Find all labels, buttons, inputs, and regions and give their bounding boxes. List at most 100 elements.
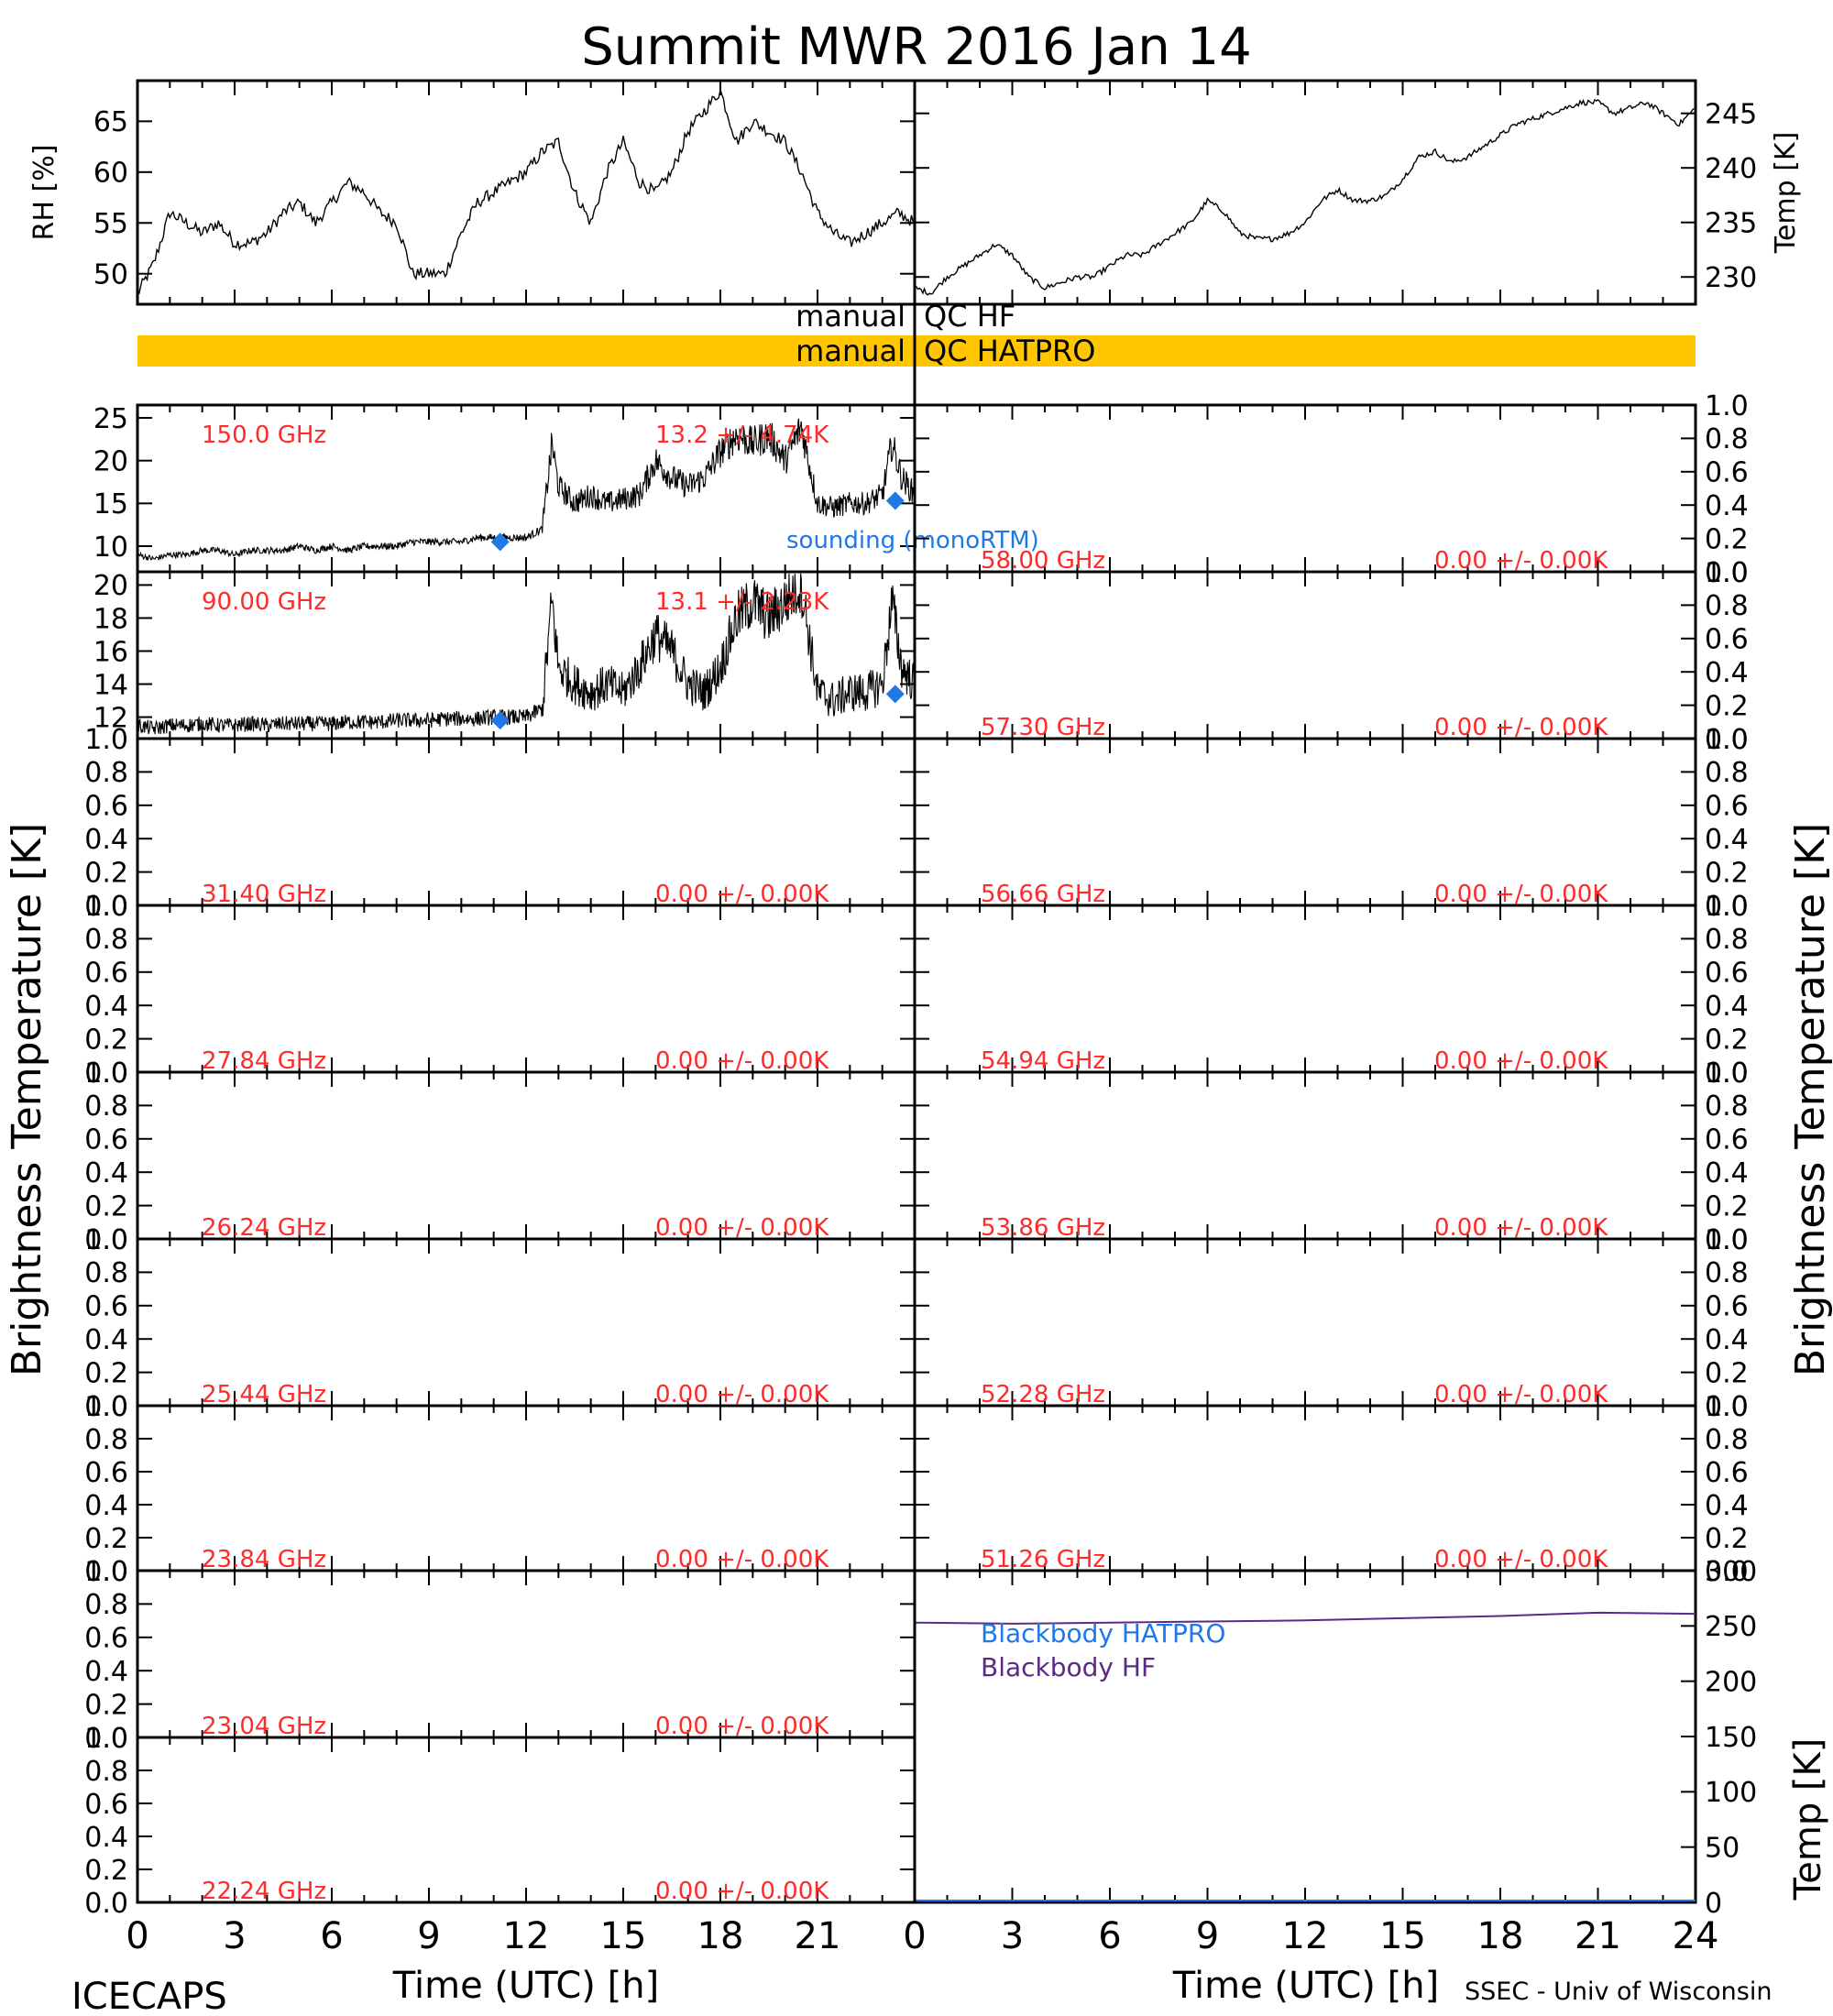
y-tick-label: 16 (93, 636, 128, 668)
rh-series-line (137, 89, 914, 295)
x-tick-label: 3 (1001, 1915, 1024, 1957)
channel-stat-label: 0.00 +/- 0.00K (1434, 881, 1608, 908)
y-tick-label: 20 (93, 445, 128, 477)
y-tick-label: 55 (93, 208, 128, 240)
channel-stat-label: 0.00 +/- 0.00K (655, 1713, 829, 1740)
blackbody-hatpro-legend: Blackbody HATPRO (981, 1618, 1225, 1649)
qc-hatpro-flag-bar (137, 335, 1696, 367)
y-tick-label: 0.0 (84, 1391, 128, 1423)
y-tick-label: 0.8 (1705, 757, 1749, 789)
y-tick-label: 0.2 (84, 1855, 128, 1887)
y-tick-label: 0.4 (84, 1490, 128, 1522)
channel-stat-label: 0.00 +/- 0.00K (655, 1047, 829, 1075)
channel-frequency-label: 27.84 GHz (202, 1047, 326, 1075)
y-tick-label: 20 (93, 570, 128, 602)
y-tick-label: 0.4 (84, 1324, 128, 1356)
y-tick-label: 0.8 (84, 757, 128, 789)
channel-stat-label: 0.00 +/- 0.00K (655, 1381, 829, 1408)
blackbody-hf-line (914, 1611, 1696, 1625)
y-tick-label: 0.4 (1705, 824, 1749, 856)
y-tick-label: 0.0 (1705, 1556, 1749, 1588)
channel-stat-label: 0.00 +/- 0.00K (1434, 1546, 1608, 1573)
channel-frequency-label: 23.04 GHz (202, 1713, 326, 1740)
y-tick-label: 0.8 (84, 1589, 128, 1621)
sounding-marker (490, 711, 510, 730)
channel-frequency-label: 31.40 GHz (202, 881, 326, 908)
y-tick-label: 0.8 (84, 1424, 128, 1456)
y-tick-label: 0.6 (84, 1124, 128, 1156)
channel-series-line (137, 418, 916, 561)
y-tick-label: 0.6 (84, 1789, 128, 1821)
y-tick-label: 200 (1705, 1666, 1757, 1698)
x-tick-label: 6 (320, 1915, 343, 1957)
channel-stat-label: 0.00 +/- 0.00K (1434, 547, 1608, 575)
y-tick-label: 1.0 (1705, 557, 1749, 589)
y-tick-label: 1.0 (84, 1556, 128, 1588)
y-tick-label: 0.0 (84, 1556, 128, 1588)
channel-stat-label: 0.00 +/- 0.00K (1434, 1047, 1608, 1075)
y-tick-label: 0.8 (1705, 1257, 1749, 1289)
rh-plot-frame (136, 79, 916, 306)
y-tick-label: 235 (1705, 208, 1757, 240)
x-tick-label: 18 (1477, 1915, 1524, 1957)
y-tick-label: 0.4 (84, 1822, 128, 1854)
y-tick-label: 0.4 (1705, 1490, 1749, 1522)
qc-hatpro-label-right: QC HATPRO (924, 334, 1095, 368)
y-tick-label: 0.8 (1705, 1424, 1749, 1456)
temp-axis-label: Temp [K] (1770, 132, 1802, 255)
y-tick-label: 0.6 (1705, 958, 1749, 990)
y-tick-label: 0.4 (1705, 1157, 1749, 1189)
y-tick-label: 1.0 (84, 724, 128, 756)
y-tick-label: 1.0 (84, 1391, 128, 1423)
y-tick-label: 0.2 (1705, 1190, 1749, 1222)
y-tick-label: 0.2 (1705, 1523, 1749, 1555)
y-tick-label: 25 (93, 403, 128, 435)
qc-hf-label-right: QC HF (924, 299, 1015, 334)
y-tick-label: 0 (1705, 1888, 1722, 1920)
y-tick-label: 0.6 (1705, 791, 1749, 823)
y-tick-label: 1.0 (84, 1224, 128, 1256)
channel-stat-label: 0.00 +/- 0.00K (1434, 1214, 1608, 1242)
x-tick-label: 12 (503, 1915, 550, 1957)
y-tick-label: 0.0 (1705, 891, 1749, 923)
channel-stat-label: 13.1 +/- 2.23K (655, 588, 829, 616)
y-tick-label: 0.2 (84, 1523, 128, 1555)
y-tick-label: 50 (93, 259, 128, 291)
x-axis-label-right: Time (UTC) [h] (1172, 1965, 1439, 2007)
footer-right-label: SSEC - Univ of Wisconsin (1465, 1978, 1772, 2006)
x-tick-label: 15 (600, 1915, 647, 1957)
y-tick-label: 0.2 (84, 1689, 128, 1721)
channel-frequency-label: 26.24 GHz (202, 1214, 326, 1242)
y-tick-label: 245 (1705, 99, 1757, 131)
qc-hatpro-label-left: manual (796, 334, 906, 368)
footer-left-label: ICECAPS (71, 1976, 227, 2016)
y-tick-label: 0.0 (84, 1723, 128, 1755)
y-tick-label: 65 (93, 106, 128, 138)
y-tick-label: 0.8 (84, 1090, 128, 1123)
y-tick-label: 0.8 (1705, 423, 1749, 455)
y-tick-label: 0.2 (84, 857, 128, 889)
y-tick-label: 0.2 (84, 1357, 128, 1389)
y-tick-label: 0.8 (84, 1257, 128, 1289)
channel-frequency-label: 58.00 GHz (981, 547, 1105, 575)
channel-frequency-label: 51.26 GHz (981, 1546, 1105, 1573)
channel-stat-label: 0.00 +/- 0.00K (655, 1546, 829, 1573)
y-tick-label: 50 (1705, 1832, 1740, 1864)
y-tick-label: 0.0 (1705, 724, 1749, 756)
y-tick-label: 0.6 (1705, 1457, 1749, 1489)
y-tick-label: 230 (1705, 262, 1757, 294)
y-tick-label: 1.0 (84, 1057, 128, 1090)
x-tick-label: 0 (126, 1915, 148, 1957)
y-tick-label: 0.6 (84, 1623, 128, 1655)
channel-frequency-label: 25.44 GHz (202, 1381, 326, 1408)
y-tick-label: 0.8 (1705, 1090, 1749, 1123)
y-tick-label: 1.0 (1705, 390, 1749, 422)
y-tick-label: 10 (93, 531, 128, 564)
y-tick-label: 250 (1705, 1611, 1757, 1643)
channel-frequency-label: 57.30 GHz (981, 714, 1105, 741)
y-tick-label: 0.6 (1705, 457, 1749, 489)
y-tick-label: 0.0 (1705, 1224, 1749, 1256)
y-tick-label: 0.2 (1705, 857, 1749, 889)
y-tick-label: 0.2 (1705, 523, 1749, 555)
